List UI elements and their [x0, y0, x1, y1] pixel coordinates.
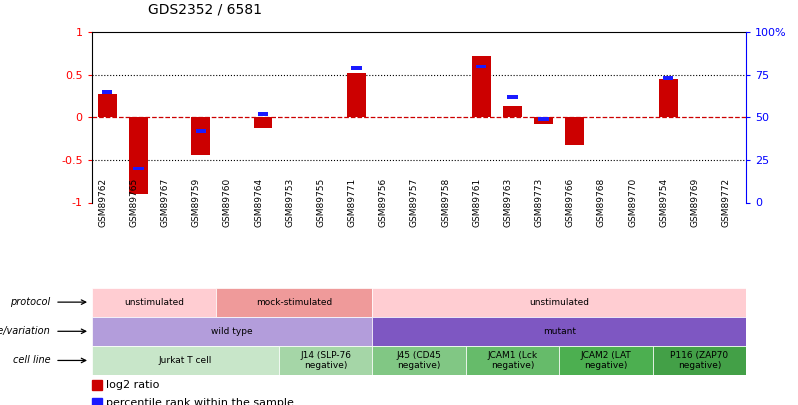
Bar [92, 346, 279, 375]
Text: percentile rank within the sample: percentile rank within the sample [105, 398, 294, 405]
Text: GSM89768: GSM89768 [597, 178, 606, 227]
Text: unstimulated: unstimulated [124, 298, 184, 307]
Text: GSM89772: GSM89772 [721, 178, 730, 227]
Text: log2 ratio: log2 ratio [105, 380, 159, 390]
Text: GSM89758: GSM89758 [441, 178, 450, 227]
Bar [476, 64, 487, 68]
Bar [653, 346, 746, 375]
Bar [466, 346, 559, 375]
Text: Jurkat T cell: Jurkat T cell [159, 356, 212, 365]
Text: GSM89759: GSM89759 [192, 178, 201, 227]
Bar [372, 317, 746, 346]
Text: wild type: wild type [211, 327, 253, 336]
Bar [92, 317, 372, 346]
Text: GSM89757: GSM89757 [410, 178, 419, 227]
Text: GSM89763: GSM89763 [504, 178, 512, 227]
Text: GSM89760: GSM89760 [223, 178, 232, 227]
Text: GSM89755: GSM89755 [317, 178, 326, 227]
Bar [92, 398, 102, 405]
Bar [508, 95, 518, 99]
Bar [559, 346, 653, 375]
Text: GSM89756: GSM89756 [379, 178, 388, 227]
Text: mock-stimulated: mock-stimulated [256, 298, 333, 307]
Text: J14 (SLP-76
negative): J14 (SLP-76 negative) [300, 351, 351, 370]
Text: GSM89754: GSM89754 [659, 178, 668, 227]
Bar [472, 56, 491, 117]
Text: GSM89769: GSM89769 [690, 178, 699, 227]
Bar [92, 288, 216, 317]
Bar [98, 94, 117, 117]
Text: GSM89753: GSM89753 [286, 178, 294, 227]
Text: genotype/variation: genotype/variation [0, 326, 50, 336]
Text: protocol: protocol [10, 297, 50, 307]
Bar [566, 117, 584, 145]
Bar [133, 166, 144, 171]
Text: mutant: mutant [543, 327, 575, 336]
Text: GSM89770: GSM89770 [628, 178, 637, 227]
Bar [196, 129, 206, 133]
Text: unstimulated: unstimulated [529, 298, 589, 307]
Text: JCAM2 (LAT
negative): JCAM2 (LAT negative) [580, 351, 631, 370]
Bar [254, 117, 272, 128]
Text: GSM89766: GSM89766 [566, 178, 575, 227]
Bar [192, 117, 210, 155]
Bar [659, 79, 678, 117]
Bar [534, 117, 553, 124]
Text: GDS2352 / 6581: GDS2352 / 6581 [148, 2, 262, 16]
Text: GSM89773: GSM89773 [535, 178, 543, 227]
Bar [351, 66, 361, 70]
Bar [258, 112, 268, 116]
Bar [503, 106, 522, 117]
Bar [92, 380, 102, 390]
Text: cell line: cell line [13, 356, 50, 365]
Bar [539, 117, 549, 121]
Text: J45 (CD45
negative): J45 (CD45 negative) [397, 351, 441, 370]
Text: JCAM1 (Lck
negative): JCAM1 (Lck negative) [488, 351, 538, 370]
Bar [372, 346, 466, 375]
Bar [663, 77, 674, 80]
Text: GSM89771: GSM89771 [348, 178, 357, 227]
Bar [129, 117, 148, 194]
Text: P116 (ZAP70
negative): P116 (ZAP70 negative) [670, 351, 729, 370]
Text: GSM89765: GSM89765 [129, 178, 139, 227]
Text: GSM89767: GSM89767 [160, 178, 170, 227]
Text: GSM89761: GSM89761 [472, 178, 481, 227]
Bar [216, 288, 372, 317]
Bar [372, 288, 746, 317]
Bar [279, 346, 372, 375]
Bar [347, 73, 366, 117]
Text: GSM89762: GSM89762 [98, 178, 108, 227]
Bar [102, 90, 113, 94]
Text: GSM89764: GSM89764 [254, 178, 263, 227]
